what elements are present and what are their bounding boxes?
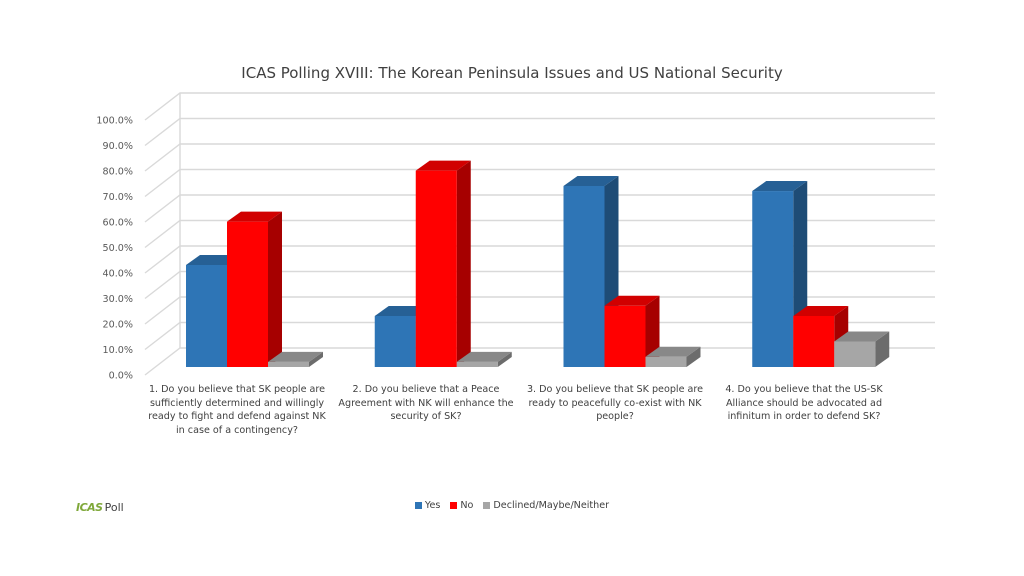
y-tick-label: 80.0% bbox=[103, 167, 133, 178]
gridline bbox=[144, 143, 935, 172]
logo-mark: ICAS bbox=[76, 501, 103, 514]
legend-item-yes: Yes bbox=[414, 500, 441, 511]
y-tick-label: 40.0% bbox=[103, 269, 133, 280]
bar-declined bbox=[268, 361, 309, 367]
icas-poll-logo: ICAS Poll bbox=[76, 501, 124, 514]
bar-top-yes bbox=[563, 175, 619, 186]
bar-declined bbox=[456, 361, 498, 367]
y-tick-label: 100.0% bbox=[96, 116, 133, 127]
legend-item-declined: Declined/Maybe/Neither bbox=[483, 500, 609, 511]
bar-top-declined bbox=[268, 351, 323, 362]
legend-swatch-no bbox=[450, 502, 458, 509]
gridline bbox=[144, 168, 935, 198]
legend-label-declined: Declined/Maybe/Neither bbox=[493, 500, 610, 511]
y-tick-label: 90.0% bbox=[103, 141, 133, 152]
bar-no bbox=[415, 170, 457, 367]
y-tick-label: 0.0% bbox=[109, 371, 133, 382]
category-label-1: 1. Do you believe that SK people are suf… bbox=[148, 384, 326, 436]
category-label-4: 4. Do you believe that the US-SK Allianc… bbox=[725, 384, 883, 422]
bar-declined bbox=[645, 356, 687, 367]
bar-top-yes bbox=[752, 181, 808, 192]
bar-side-declined bbox=[497, 351, 512, 367]
logo-text: Poll bbox=[104, 501, 124, 514]
y-tick-label: 70.0% bbox=[103, 192, 133, 203]
bar-top-no bbox=[604, 295, 660, 306]
chart-legend: Yes No Declined/Maybe/Neither bbox=[0, 500, 1024, 511]
bar-top-declined bbox=[834, 331, 890, 342]
gridline bbox=[144, 92, 935, 121]
y-tick-label: 20.0% bbox=[103, 320, 133, 331]
bar-no bbox=[793, 316, 835, 367]
bar-yes bbox=[186, 265, 227, 367]
bar-top-no bbox=[415, 160, 471, 171]
bar-no bbox=[227, 221, 268, 367]
category-label-3: 3. Do you believe that SK people are rea… bbox=[526, 384, 704, 422]
legend-swatch-yes bbox=[414, 502, 422, 509]
legend-item-no: No bbox=[450, 500, 473, 511]
bar-no bbox=[604, 305, 646, 367]
bar-side-no bbox=[645, 295, 660, 367]
gridline bbox=[144, 117, 935, 147]
bar-top-no bbox=[227, 211, 282, 222]
y-tick-label: 50.0% bbox=[103, 243, 133, 254]
bar-top-declined bbox=[456, 351, 512, 362]
category-label-2: 2. Do you believe that a Peace Agreement… bbox=[338, 384, 514, 422]
bar-top-declined bbox=[645, 346, 701, 357]
y-tick-label: 10.0% bbox=[103, 345, 133, 356]
y-tick-label: 30.0% bbox=[103, 294, 133, 305]
bar-yes bbox=[752, 191, 794, 367]
chart-title: ICAS Polling XVIII: The Korean Peninsula… bbox=[241, 64, 783, 82]
bar-top-no bbox=[793, 306, 849, 316]
bar-side-no bbox=[456, 160, 471, 367]
legend-label-yes: Yes bbox=[424, 500, 441, 511]
bar-side-no bbox=[268, 211, 282, 367]
bar-side-declined bbox=[686, 346, 701, 367]
bar-side-declined bbox=[309, 351, 323, 367]
legend-label-no: No bbox=[460, 500, 474, 511]
bar-declined bbox=[834, 341, 876, 367]
bar-yes bbox=[374, 316, 416, 367]
y-tick-label: 60.0% bbox=[103, 218, 133, 229]
legend-swatch-declined bbox=[483, 502, 491, 509]
bar-yes bbox=[563, 185, 605, 367]
bar-side-declined bbox=[875, 331, 890, 367]
